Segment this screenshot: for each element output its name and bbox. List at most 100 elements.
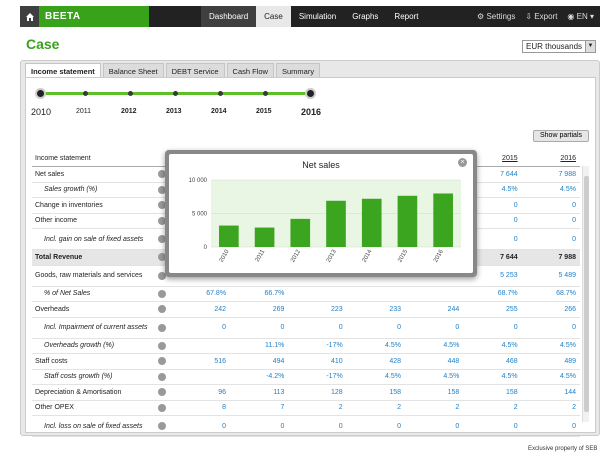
chart-icon[interactable] [157,201,166,210]
cell-value[interactable]: 0 [463,213,522,229]
bar-2016[interactable] [433,193,453,247]
cell-value[interactable]: -4.2% [230,369,289,385]
chart-icon[interactable] [157,289,166,298]
tab-cash-flow[interactable]: Cash Flow [226,63,274,79]
cell-value[interactable]: 223 [288,301,347,318]
chart-icon[interactable] [157,185,166,194]
cell-value[interactable]: 0 [463,317,522,339]
cell-value[interactable]: -17% [288,369,347,385]
chart-icon[interactable] [157,271,166,280]
cell-value[interactable]: 4.5% [463,182,522,198]
cell-value[interactable]: 242 [171,301,231,318]
language-button[interactable]: ◉ EN ▾ [567,12,594,21]
cell-value[interactable]: 158 [405,384,464,401]
cell-value[interactable]: 7 988 [521,166,580,183]
cell-value[interactable]: 4.5% [521,338,580,354]
cell-value[interactable]: 266 [521,301,580,318]
nav-graphs[interactable]: Graphs [352,12,379,21]
cell-value[interactable] [288,286,347,302]
close-icon[interactable]: × [458,158,467,167]
chart-icon[interactable] [157,216,166,225]
bar-2015[interactable] [397,195,418,247]
cell-value[interactable]: 0 [346,415,405,437]
cell-value[interactable]: 7 988 [521,249,580,266]
tab-debt-service[interactable]: DEBT Service [165,63,225,79]
cell-value[interactable]: 468 [463,353,522,370]
cell-value[interactable]: 0 [521,317,580,339]
cell-value[interactable]: 516 [171,353,231,370]
cell-value[interactable]: 7 [230,400,289,416]
cell-value[interactable]: 2 [288,400,347,416]
bar-2011[interactable] [254,227,275,247]
settings-button[interactable]: ⚙ Settings [477,12,516,21]
cell-value[interactable]: 4.5% [521,369,580,385]
bar-2012[interactable] [290,218,311,247]
cell-value[interactable]: 4.5% [463,369,522,385]
timeline-handle[interactable] [305,88,316,99]
chart-icon[interactable] [157,341,166,350]
tab-summary[interactable]: Summary [275,63,321,79]
cell-value[interactable]: 428 [346,353,405,370]
cell-value[interactable]: 4.5% [405,369,464,385]
chart-icon[interactable] [157,253,166,262]
year-timeline[interactable]: 2010 2011 2012 2013 2014 2015 2016 [31,88,321,117]
chart-icon[interactable] [157,323,166,332]
cell-value[interactable]: 244 [405,301,464,318]
header-year[interactable]: 2016 [521,151,580,167]
cell-value[interactable]: 0 [230,317,289,339]
chart-icon[interactable] [157,422,166,430]
cell-value[interactable]: 494 [230,353,289,370]
cell-value[interactable]: 7 644 [463,166,522,183]
cell-value[interactable]: 4.5% [346,369,405,385]
cell-value[interactable]: 0 [521,197,580,214]
cell-value[interactable]: 0 [463,197,522,214]
cell-value[interactable]: 269 [230,301,289,318]
cell-value[interactable]: 0 [405,415,464,437]
nav-dashboard[interactable]: Dashboard [201,6,257,27]
cell-value[interactable]: 68.7% [521,286,580,302]
cell-value[interactable]: 2 [346,400,405,416]
bar-2013[interactable] [326,200,346,247]
chart-icon[interactable] [157,357,166,366]
tab-income-statement[interactable]: Income statement [25,63,101,79]
currency-select[interactable]: EUR thousands ▼ [522,40,596,53]
cell-value[interactable]: 4.5% [463,338,522,354]
cell-value[interactable]: 0 [521,228,580,250]
cell-value[interactable]: 0 [521,213,580,229]
cell-value[interactable]: 5 253 [463,265,522,287]
cell-value[interactable]: -17% [288,338,347,354]
nav-case[interactable]: Case [256,6,291,27]
cell-value[interactable]: 0 [463,228,522,250]
scrollbar-thumb[interactable] [584,176,589,412]
header-year[interactable]: 2015 [463,151,522,167]
cell-value[interactable]: 4.5% [521,182,580,198]
cell-value[interactable] [346,286,405,302]
cell-value[interactable]: 158 [463,384,522,401]
cell-value[interactable]: 2 [521,400,580,416]
bar-2010[interactable] [219,225,239,247]
cell-value[interactable]: 255 [463,301,522,318]
cell-value[interactable]: 0 [463,415,522,437]
cell-value[interactable]: 113 [230,384,289,401]
scrollbar[interactable] [582,166,589,422]
cell-value[interactable]: 2 [463,400,522,416]
timeline-handle[interactable] [35,88,46,99]
nav-simulation[interactable]: Simulation [298,12,337,21]
cell-value[interactable]: 144 [521,384,580,401]
cell-value[interactable]: 96 [171,384,231,401]
show-partials-button[interactable]: Show partials [533,130,589,142]
cell-value[interactable]: 0 [405,317,464,339]
cell-value[interactable]: 448 [405,353,464,370]
chart-icon[interactable] [157,388,166,397]
cell-value[interactable]: 2 [405,400,464,416]
cell-value[interactable]: 8 [171,400,231,416]
cell-value[interactable] [171,338,231,354]
cell-value[interactable]: 0 [171,317,231,339]
export-button[interactable]: ⇩ Export [525,12,558,21]
bar-2014[interactable] [361,198,382,247]
nav-report[interactable]: Report [394,12,419,21]
cell-value[interactable]: 0 [288,317,347,339]
chart-icon[interactable] [157,170,166,179]
cell-value[interactable]: 4.5% [346,338,405,354]
cell-value[interactable]: 128 [288,384,347,401]
